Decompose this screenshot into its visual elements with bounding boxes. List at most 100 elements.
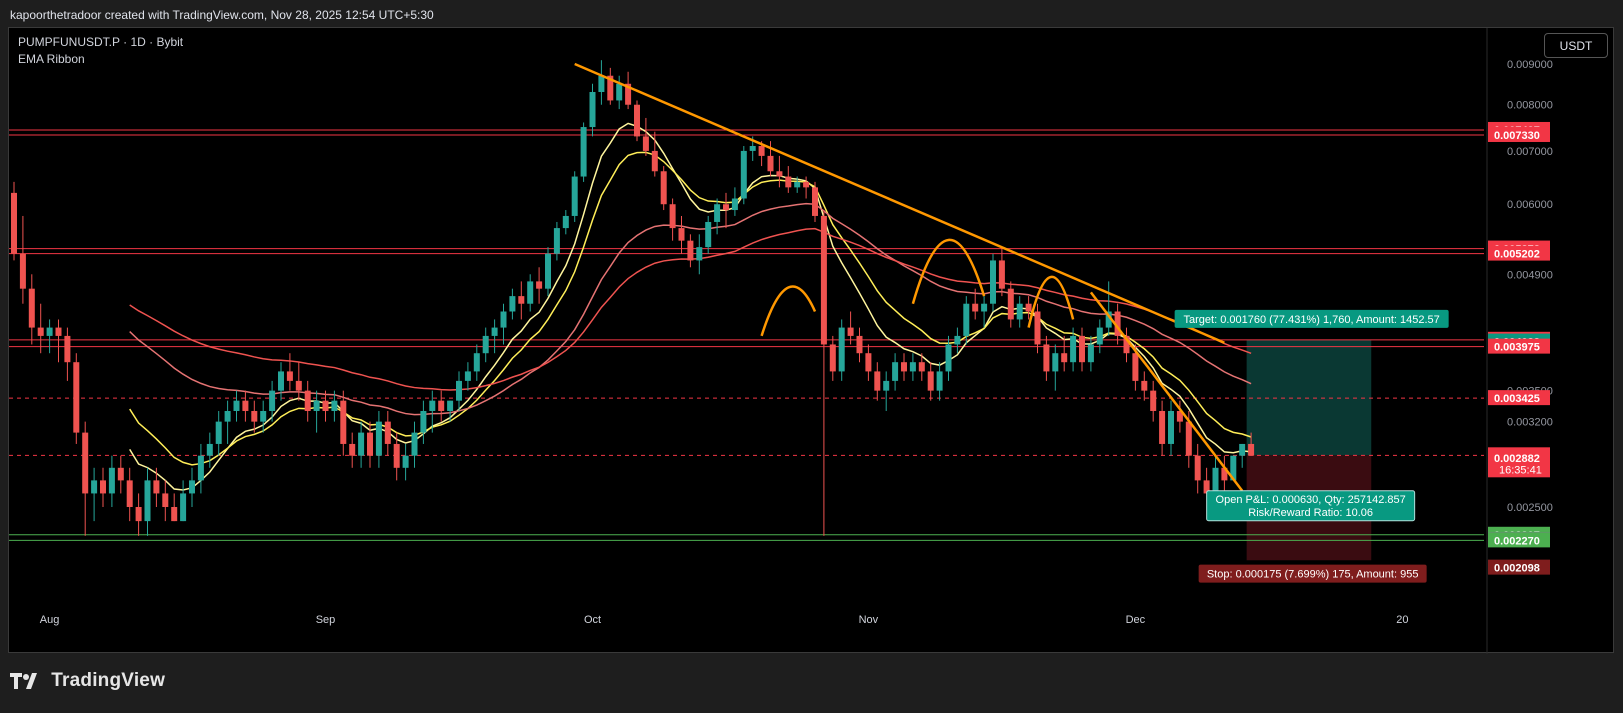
- candle-body: [456, 380, 462, 401]
- candle-body: [527, 281, 534, 304]
- candle-body: [696, 247, 703, 261]
- price-chart[interactable]: 0.009000 0.008000 0.007000 0.006000 0.004900…: [9, 28, 1615, 654]
- candle-body: [1114, 311, 1121, 336]
- candle-body: [1230, 455, 1237, 481]
- candle-body: [1185, 421, 1192, 456]
- candle-body: [1079, 335, 1085, 363]
- candle-body: [269, 390, 276, 411]
- symbol-line[interactable]: PUMPFUNUSDT.P · 1D · Bybit: [18, 35, 184, 49]
- candle-body: [100, 480, 106, 494]
- candle-body: [651, 150, 658, 172]
- candle-body: [1096, 327, 1103, 345]
- price-label: 0.003425: [1494, 393, 1540, 405]
- candle-body: [963, 303, 970, 336]
- candle-body: [625, 83, 632, 105]
- candle-body: [776, 171, 783, 177]
- candle-body: [990, 260, 996, 304]
- candle-body: [1087, 344, 1094, 363]
- candle-body: [64, 335, 71, 363]
- candle-body: [812, 187, 818, 216]
- candle-body: [607, 75, 614, 101]
- trendline: [1089, 291, 1244, 492]
- candle-body: [438, 400, 445, 411]
- candle-body: [37, 327, 44, 336]
- candle-body: [384, 421, 391, 444]
- candle-body: [91, 480, 98, 494]
- candle-body: [901, 362, 907, 372]
- chart-frame[interactable]: 0.009000 0.008000 0.007000 0.006000 0.004900…: [8, 27, 1615, 654]
- price-label-bg: [1488, 390, 1550, 406]
- candle-body: [945, 344, 952, 372]
- candle-body: [233, 400, 240, 411]
- candle-body: [340, 400, 347, 444]
- candle-body: [803, 181, 810, 188]
- candle-body: [660, 171, 667, 205]
- candle-body: [509, 296, 516, 312]
- candle-body: [856, 335, 863, 354]
- price-label: 0.002098: [1494, 563, 1540, 575]
- candle-body: [1123, 335, 1130, 354]
- candle-body: [260, 410, 267, 422]
- candle-body: [883, 380, 890, 391]
- candle-body: [972, 303, 979, 312]
- candle-body: [420, 410, 427, 433]
- candle-body: [55, 327, 62, 336]
- candle-body: [482, 335, 489, 354]
- candle-body: [927, 371, 934, 391]
- stop-label: Stop: 0.000175 (7.699%) 175, Amount: 955: [1207, 569, 1419, 581]
- candle-body: [705, 221, 712, 248]
- ema-ribbon-line: [129, 122, 1252, 491]
- price-label: 0.007330: [1494, 130, 1540, 142]
- candle-body: [171, 507, 178, 522]
- candle-body: [847, 327, 854, 336]
- candle-body: [740, 150, 747, 199]
- candle-body: [1212, 467, 1219, 494]
- candle-body: [82, 432, 89, 494]
- y-axis-tick-label: 0.004900: [1507, 269, 1553, 281]
- y-axis-tick-label: 0.009000: [1507, 59, 1553, 71]
- candle-body: [829, 344, 836, 372]
- candle-body: [367, 432, 373, 456]
- candle-body: [598, 75, 605, 93]
- pnl-label: Open P&L: 0.000630, Qty: 257142.857: [1216, 494, 1406, 506]
- candle-body: [11, 192, 17, 254]
- candle-body: [1168, 410, 1174, 444]
- candle-body: [126, 480, 133, 507]
- candle-body: [998, 260, 1005, 289]
- candle-body: [46, 327, 53, 336]
- candle-body: [295, 380, 302, 391]
- countdown-label: 16:35:41: [1499, 464, 1542, 476]
- price-label: 0.003975: [1494, 342, 1540, 354]
- candle-body: [162, 493, 169, 507]
- candle-body: [838, 327, 845, 372]
- risk-reward-label: Risk/Reward Ratio: 10.06: [1248, 507, 1373, 519]
- brand-name: TradingView: [51, 670, 166, 691]
- stop-label-bg: [1198, 564, 1427, 583]
- attribution-bar: kapoorthetradoor created with TradingVie…: [0, 0, 1623, 28]
- candle-body: [189, 480, 195, 494]
- candle-body: [936, 371, 943, 391]
- price-label-bg: [1488, 559, 1550, 575]
- candle-body: [981, 303, 988, 312]
- candle-body: [215, 421, 222, 444]
- candle-body: [1221, 467, 1228, 481]
- y-axis-tick-label: 0.002500: [1507, 502, 1553, 514]
- candle-body: [1203, 480, 1210, 494]
- candle-body: [1034, 311, 1041, 345]
- candle-body: [73, 362, 80, 433]
- candle-body: [794, 181, 801, 188]
- x-axis-tick-label: Nov: [859, 614, 879, 626]
- candle-body: [562, 215, 569, 229]
- candle-body: [589, 92, 596, 128]
- x-axis-tick-label: Dec: [1126, 614, 1146, 626]
- candle-body: [1150, 390, 1157, 411]
- target-label: Target: 0.001760 (77.431%) 1,760, Amount…: [1184, 314, 1440, 326]
- target-zone: [1246, 339, 1372, 456]
- price-label-bg: [1488, 126, 1550, 142]
- candle-body: [1025, 303, 1032, 312]
- indicator-name[interactable]: EMA Ribbon: [18, 52, 85, 66]
- candle-body: [1176, 410, 1183, 422]
- price-label: 0.002882: [1494, 453, 1540, 465]
- candle-body: [1194, 455, 1201, 481]
- currency-button[interactable]: USDT: [1544, 33, 1608, 58]
